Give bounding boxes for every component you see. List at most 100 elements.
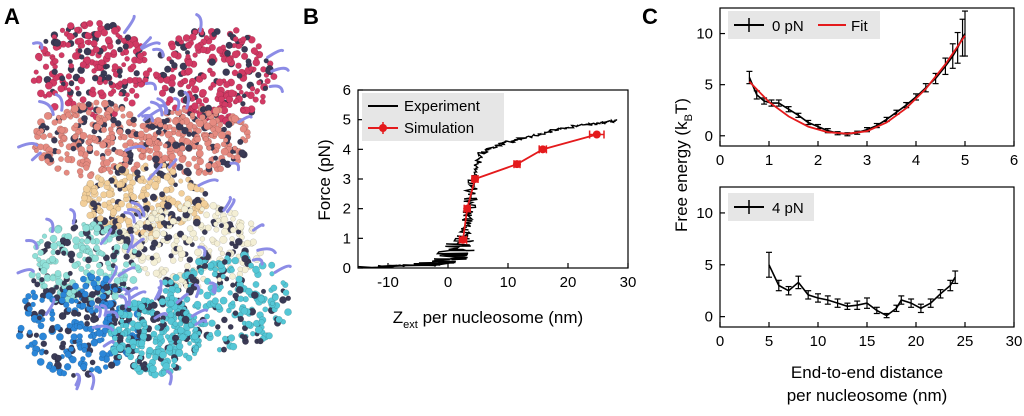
- chromatin-bead: [28, 271, 36, 279]
- chromatin-bead: [264, 77, 271, 85]
- chromatin-bead: [89, 200, 97, 208]
- b-x-tick-label: 30: [620, 274, 637, 291]
- chromatin-bead: [45, 81, 53, 90]
- dna-tail: [153, 312, 168, 320]
- chromatin-bead: [235, 285, 244, 294]
- legend-b: Experiment Simulation: [362, 93, 504, 141]
- chromatin-bead: [255, 43, 262, 50]
- chromatin-bead: [219, 296, 228, 305]
- chromatin-bead: [245, 61, 253, 69]
- chromatin-bead: [150, 301, 158, 309]
- chromatin-bead: [168, 253, 174, 259]
- chromatin-bead: [154, 324, 161, 331]
- chromatin-bead: [249, 238, 257, 246]
- chromatin-bead: [162, 143, 168, 149]
- c-top-y-tick-label: 5: [705, 77, 713, 94]
- chromatin-bead: [194, 248, 202, 257]
- chromatin-bead: [168, 79, 176, 88]
- chromatin-bead: [118, 105, 126, 112]
- chromatin-bead: [126, 173, 134, 181]
- chromatin-bead: [200, 73, 207, 80]
- chromatin-bead: [94, 297, 102, 304]
- chromatin-bead: [162, 123, 168, 130]
- chromatin-bead: [140, 297, 148, 304]
- chromatin-bead: [191, 124, 197, 130]
- chromatin-bead: [143, 231, 149, 237]
- dna-tail: [102, 339, 115, 348]
- chromatin-bead: [141, 321, 147, 327]
- dna-tail: [222, 196, 232, 212]
- chromatin-bead: [213, 155, 219, 161]
- chromatin-bead: [231, 256, 240, 265]
- chromatin-bead: [76, 324, 83, 330]
- chromatin-bead: [34, 281, 41, 288]
- chromatin-bead: [214, 324, 221, 330]
- chromatin-bead: [123, 96, 129, 102]
- chromatin-bead: [67, 270, 73, 277]
- chromatin-bead: [196, 157, 205, 166]
- dna-tail: [147, 163, 163, 181]
- chromatin-bead: [114, 120, 122, 127]
- chromatin-bead: [81, 347, 88, 353]
- chromatin-bead: [72, 224, 79, 231]
- chromatin-bead: [248, 220, 255, 227]
- chromatin-bead: [162, 362, 171, 371]
- chromatin-bead: [170, 50, 179, 59]
- chromatin-bead: [227, 323, 234, 330]
- chromatin-bead: [105, 166, 112, 172]
- chromatin-bead: [227, 290, 233, 296]
- dna-tail: [107, 265, 118, 284]
- chromatin-bead: [116, 229, 123, 236]
- simulation-point: [592, 130, 601, 139]
- chromatin-bead: [161, 72, 168, 78]
- dna-tail: [156, 97, 168, 115]
- panel-letter-a: A: [4, 4, 20, 29]
- dna-tail: [144, 81, 158, 91]
- dna-tail: [251, 257, 264, 266]
- chromatin-bead: [220, 346, 227, 353]
- chromatin-bead: [51, 136, 58, 144]
- chromatin-bead: [192, 52, 198, 58]
- chromatin-bead: [74, 298, 80, 304]
- chromatin-bead: [90, 280, 98, 288]
- chromatin-bead: [176, 342, 184, 350]
- chromatin-bead: [240, 307, 249, 315]
- chromatin-bead: [169, 110, 175, 116]
- dna-tail: [131, 237, 145, 249]
- chromatin-bead: [80, 158, 86, 164]
- chromatin-bead: [238, 149, 247, 158]
- chromatin-bead: [191, 85, 200, 94]
- chromatin-bead: [193, 163, 201, 170]
- c-bottom-x-tick-label: 15: [859, 333, 876, 350]
- dna-tail: [74, 372, 81, 387]
- chromatin-bead: [72, 243, 79, 250]
- chromatin-bead: [65, 111, 72, 118]
- chromatin-bead: [69, 355, 77, 364]
- dna-tail: [229, 161, 241, 172]
- chromatin-bead: [183, 167, 191, 176]
- chromatin-bead: [186, 286, 195, 295]
- chromatin-bead: [54, 284, 60, 290]
- chromatin-bead: [83, 47, 92, 56]
- chromatin-bead: [112, 286, 119, 293]
- chromatin-bead: [55, 249, 61, 256]
- chromatin-bead: [59, 75, 66, 82]
- chromatin-bead: [75, 90, 82, 97]
- chromatin-bead: [171, 62, 178, 69]
- chromatin-bead: [138, 339, 146, 347]
- chromatin-bead: [160, 230, 167, 237]
- chromatin-bead: [187, 340, 193, 346]
- chromatin-bead: [95, 116, 101, 122]
- chromatin-bead: [109, 208, 118, 216]
- chromatin-bead: [181, 77, 189, 85]
- chromatin-bead: [121, 133, 128, 141]
- simulation-point: [513, 160, 521, 169]
- dna-tail: [137, 106, 151, 118]
- chromatin-bead: [37, 249, 44, 256]
- y-axis-label-b: Force (pN): [315, 139, 334, 220]
- chromatin-bead: [139, 153, 145, 159]
- chromatin-bead: [122, 243, 129, 251]
- chromatin-bead: [216, 277, 223, 283]
- chromatin-bead: [32, 252, 39, 260]
- chromatin-bead: [37, 322, 45, 330]
